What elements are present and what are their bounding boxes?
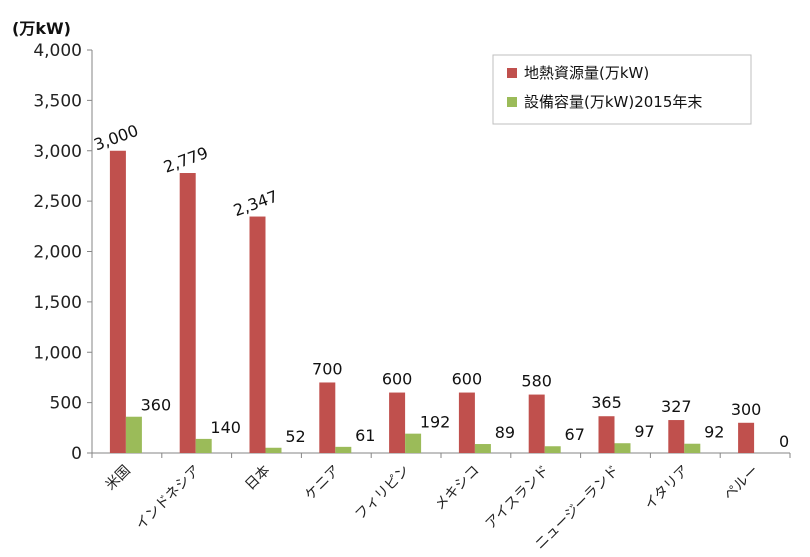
bar-resource (738, 422, 755, 453)
data-label-resource: 580 (521, 372, 552, 391)
bar-capacity (544, 446, 561, 453)
legend-label-resource: 地熱資源量(万kW) (524, 64, 649, 82)
bar-capacity (335, 446, 352, 453)
y-tick-label: 1,500 (33, 293, 82, 313)
data-label-resource: 2,347 (231, 187, 281, 221)
bar-capacity (125, 416, 142, 453)
y-tick-label: 3,500 (33, 91, 82, 111)
data-label-resource: 600 (452, 370, 483, 389)
bar-resource (598, 416, 615, 453)
data-label-capacity: 61 (355, 426, 375, 445)
y-tick-label: 1,000 (33, 343, 82, 363)
bar-resource (319, 382, 336, 453)
data-label-resource: 600 (382, 370, 413, 389)
data-label-resource: 2,779 (161, 143, 211, 177)
bars (109, 150, 755, 453)
bar-capacity (614, 443, 631, 453)
data-label-resource: 327 (661, 397, 692, 416)
bar-capacity (405, 433, 422, 453)
data-label-capacity: 67 (565, 425, 585, 444)
data-labels: 3,000 360 2,779 140 2,347 52 700 61 600 192 600 89 5… (91, 121, 789, 451)
data-label-capacity: 0 (779, 432, 789, 451)
bar-capacity (195, 438, 212, 453)
legend-swatch-resource (507, 68, 517, 78)
y-tick-label: 2,500 (33, 192, 82, 212)
category-label: アイスランド (483, 463, 553, 533)
y-tick-label: 3,000 (33, 142, 82, 162)
category-label: インドネシア (133, 463, 204, 534)
category-label: 米国 (103, 463, 134, 494)
legend: 地熱資源量(万kW) 設備容量(万kW)2015年末 (492, 54, 752, 125)
category-label: フィリピン (352, 463, 413, 524)
y-tick-label: 4,000 (33, 41, 82, 61)
data-label-capacity: 140 (210, 418, 241, 437)
data-label-capacity: 360 (141, 396, 172, 415)
data-label-resource: 300 (731, 400, 762, 419)
legend-label-capacity: 設備容量(万kW)2015年末 (524, 93, 702, 111)
bar-resource (389, 392, 406, 453)
y-tick-label: 500 (50, 394, 82, 414)
legend-swatch-capacity (507, 97, 517, 107)
category-label: ケニア (302, 463, 343, 504)
legend-box (492, 54, 752, 125)
bar-capacity (265, 447, 282, 453)
data-label-capacity: 192 (420, 413, 451, 432)
data-label-resource: 365 (591, 393, 622, 412)
category-label: 日本 (242, 463, 273, 494)
data-label-capacity: 52 (285, 427, 305, 446)
y-axis-unit-label: (万kW) (12, 19, 71, 38)
data-label-capacity: 89 (495, 423, 515, 442)
y-tick-label: 2,000 (33, 243, 82, 263)
category-label: イタリア (642, 463, 693, 514)
category-label: メキシコ (432, 463, 483, 514)
bar-resource (458, 392, 475, 453)
category-label: ペルー (721, 463, 762, 504)
data-label-capacity: 92 (704, 423, 724, 442)
bar-capacity (684, 443, 701, 453)
data-label-resource: 700 (312, 359, 343, 378)
data-label-resource: 3,000 (91, 121, 141, 155)
bar-resource (179, 173, 196, 453)
data-label-capacity: 97 (634, 422, 654, 441)
y-tick-label: 0 (71, 444, 82, 464)
bar-resource (109, 150, 126, 453)
bar-resource (668, 420, 685, 453)
bar-capacity (474, 444, 491, 453)
bar-resource (249, 216, 266, 453)
bar-resource (528, 394, 545, 453)
